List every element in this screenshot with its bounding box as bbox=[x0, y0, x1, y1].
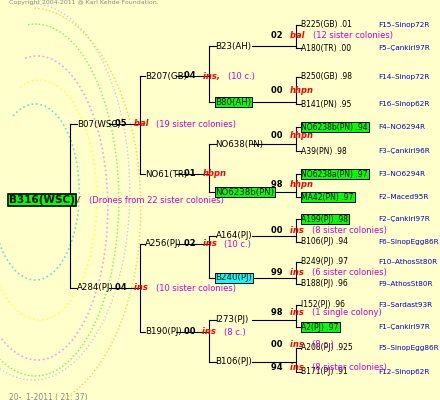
Text: B190(PJ): B190(PJ) bbox=[145, 328, 182, 336]
Text: 00: 00 bbox=[184, 328, 198, 336]
Text: (10 c.): (10 c.) bbox=[224, 240, 251, 248]
Text: (10 sister colonies): (10 sister colonies) bbox=[156, 284, 235, 292]
Text: hhpn: hhpn bbox=[290, 132, 314, 140]
Text: F12–Sinop62R: F12–Sinop62R bbox=[378, 369, 430, 375]
Text: 99: 99 bbox=[271, 268, 286, 277]
Text: 00: 00 bbox=[271, 226, 286, 235]
Text: F5–Çankiri97R: F5–Çankiri97R bbox=[378, 45, 430, 51]
Text: (10 c.): (10 c.) bbox=[228, 72, 255, 80]
Text: B80(AH): B80(AH) bbox=[216, 98, 252, 106]
Text: MA42(PN) .97: MA42(PN) .97 bbox=[301, 193, 354, 202]
Text: B225(GB) .01: B225(GB) .01 bbox=[301, 20, 352, 29]
Text: 00: 00 bbox=[271, 86, 286, 95]
Text: F6–SinopEgg86R: F6–SinopEgg86R bbox=[378, 239, 439, 245]
Text: F3–Sardast93R: F3–Sardast93R bbox=[378, 302, 433, 308]
Text: I273(PJ): I273(PJ) bbox=[216, 316, 249, 324]
Text: F9–AthosSt80R: F9–AthosSt80R bbox=[378, 281, 433, 287]
Text: A39(PN) .98: A39(PN) .98 bbox=[301, 147, 347, 156]
Text: F5–SinopEgg86R: F5–SinopEgg86R bbox=[378, 345, 439, 351]
Text: A256(PJ): A256(PJ) bbox=[145, 240, 182, 248]
Text: NO6238a(PN) .97: NO6238a(PN) .97 bbox=[301, 170, 368, 178]
Text: hhpn: hhpn bbox=[290, 180, 314, 189]
Text: B188(PJ) .96: B188(PJ) .96 bbox=[301, 280, 348, 288]
Text: ins: ins bbox=[290, 340, 307, 349]
Text: 00: 00 bbox=[271, 340, 286, 349]
Text: hbpn: hbpn bbox=[203, 170, 227, 178]
Text: B171(PJ) .91: B171(PJ) .91 bbox=[301, 368, 348, 376]
Text: (8 sister colonies): (8 sister colonies) bbox=[312, 226, 386, 235]
Text: (19 sister colonies): (19 sister colonies) bbox=[156, 120, 236, 128]
Text: bal: bal bbox=[290, 31, 308, 40]
Text: F4–NO6294R: F4–NO6294R bbox=[378, 124, 425, 130]
Text: ins: ins bbox=[134, 284, 151, 292]
Text: 05: 05 bbox=[115, 120, 130, 128]
Text: A284(PJ): A284(PJ) bbox=[77, 284, 114, 292]
Text: 02: 02 bbox=[271, 31, 286, 40]
Text: A164(PJ): A164(PJ) bbox=[216, 232, 252, 240]
Text: 04: 04 bbox=[115, 284, 130, 292]
Text: F1–Çankiri97R: F1–Çankiri97R bbox=[378, 324, 430, 330]
Text: B141(PN) .95: B141(PN) .95 bbox=[301, 100, 352, 108]
Text: B106(PJ) .94: B106(PJ) .94 bbox=[301, 238, 348, 246]
Text: hhpn: hhpn bbox=[290, 86, 314, 95]
Text: 00: 00 bbox=[271, 132, 286, 140]
Text: (12 sister colonies): (12 sister colonies) bbox=[312, 31, 392, 40]
Text: 98: 98 bbox=[271, 308, 286, 317]
Text: F3–NO6294R: F3–NO6294R bbox=[378, 171, 425, 177]
Text: NO6238b(PN) .94: NO6238b(PN) .94 bbox=[301, 123, 368, 132]
Text: 94: 94 bbox=[271, 363, 286, 372]
Text: ins: ins bbox=[290, 363, 307, 372]
Text: NO6238b(PN): NO6238b(PN) bbox=[216, 188, 275, 196]
Text: F15–Sinop72R: F15–Sinop72R bbox=[378, 22, 430, 28]
Text: B23(AH): B23(AH) bbox=[216, 42, 252, 50]
Text: F10–AthosSt80R: F10–AthosSt80R bbox=[378, 259, 437, 265]
Text: ins: ins bbox=[290, 226, 307, 235]
Text: 02: 02 bbox=[184, 240, 198, 248]
Text: (8 c.): (8 c.) bbox=[224, 328, 246, 336]
Text: NO638(PN): NO638(PN) bbox=[216, 140, 264, 148]
Text: B316(WSC): B316(WSC) bbox=[9, 195, 75, 205]
Text: B249(PJ) .97: B249(PJ) .97 bbox=[301, 258, 348, 266]
Text: B106(PJ): B106(PJ) bbox=[216, 358, 253, 366]
Text: A199(PJ) .98: A199(PJ) .98 bbox=[301, 215, 348, 224]
Text: /th/: /th/ bbox=[65, 196, 84, 204]
Text: 04: 04 bbox=[184, 72, 198, 80]
Text: F16–Sinop62R: F16–Sinop62R bbox=[378, 101, 430, 107]
Text: B207(GB): B207(GB) bbox=[145, 72, 187, 80]
Text: A208(PJ) .925: A208(PJ) .925 bbox=[301, 344, 353, 352]
Text: 07: 07 bbox=[46, 196, 61, 204]
Text: Copyright 2004-2011 @ Karl Kehde Foundation.: Copyright 2004-2011 @ Karl Kehde Foundat… bbox=[9, 0, 158, 5]
Text: ins: ins bbox=[203, 240, 220, 248]
Text: B240(PJ): B240(PJ) bbox=[216, 274, 253, 282]
Text: (Drones from 22 sister colonies): (Drones from 22 sister colonies) bbox=[89, 196, 224, 204]
Text: ins: ins bbox=[290, 308, 307, 317]
Text: NO61(TR): NO61(TR) bbox=[145, 170, 187, 178]
Text: I152(PJ) .96: I152(PJ) .96 bbox=[301, 300, 345, 309]
Text: (8 c.): (8 c.) bbox=[312, 340, 334, 349]
Text: (8 sister colonies): (8 sister colonies) bbox=[312, 363, 387, 372]
Text: 98: 98 bbox=[271, 180, 286, 189]
Text: bal: bal bbox=[134, 120, 151, 128]
Text: (1 single colony): (1 single colony) bbox=[312, 308, 381, 317]
Text: B07(WSC): B07(WSC) bbox=[77, 120, 121, 128]
Text: F2–Çankiri97R: F2–Çankiri97R bbox=[378, 216, 430, 222]
Text: F3–Çankiri96R: F3–Çankiri96R bbox=[378, 148, 430, 154]
Text: A2(PJ) .97: A2(PJ) .97 bbox=[301, 323, 339, 332]
Text: (6 sister colonies): (6 sister colonies) bbox=[312, 268, 386, 277]
Text: ins: ins bbox=[290, 268, 307, 277]
Text: F2–Maced95R: F2–Maced95R bbox=[378, 194, 429, 200]
Text: F14–Sinop72R: F14–Sinop72R bbox=[378, 74, 430, 80]
Text: ins: ins bbox=[202, 328, 219, 336]
Text: 20-  1-2011 ( 21: 37): 20- 1-2011 ( 21: 37) bbox=[9, 393, 88, 400]
Text: A180(TR) .00: A180(TR) .00 bbox=[301, 44, 352, 52]
Text: B250(GB) .98: B250(GB) .98 bbox=[301, 72, 352, 81]
Text: 01: 01 bbox=[184, 170, 198, 178]
Text: ins,: ins, bbox=[203, 72, 223, 80]
